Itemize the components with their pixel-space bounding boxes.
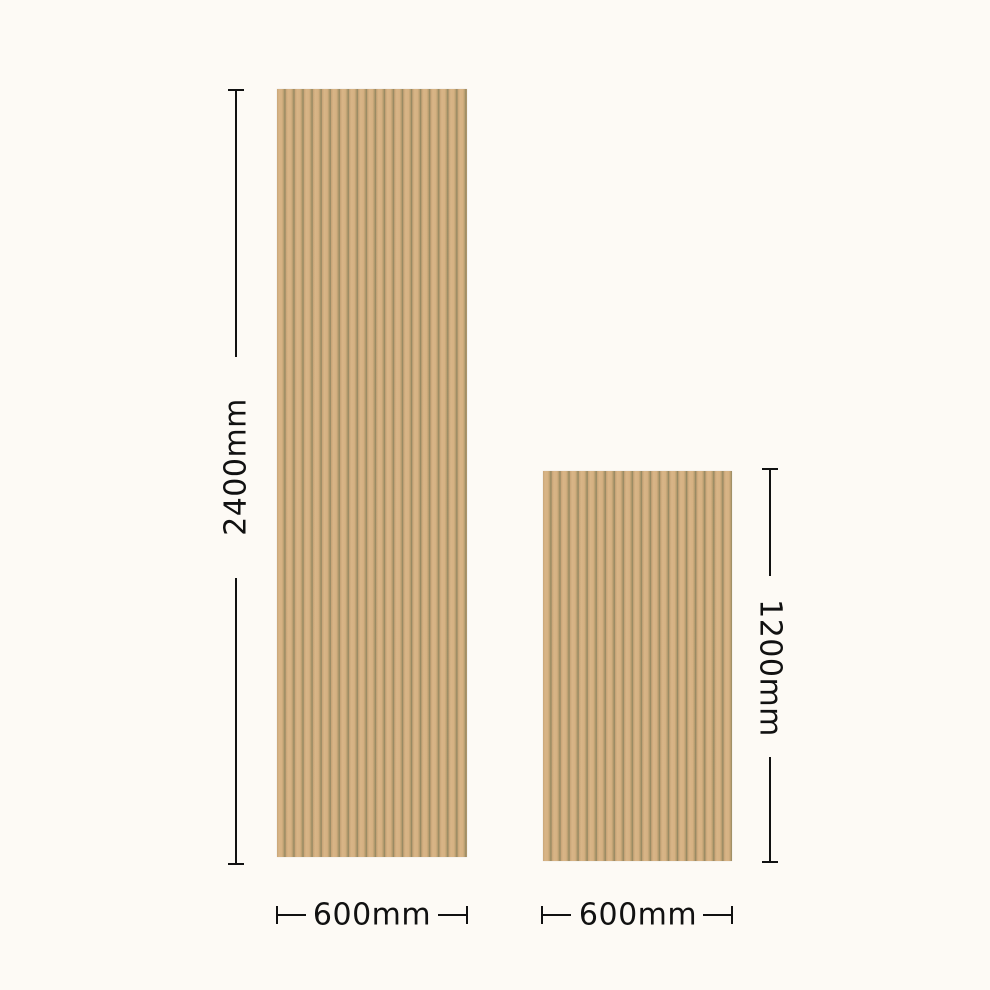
dimension-line <box>276 914 306 916</box>
tall-fluted-panel <box>277 89 467 857</box>
dimension-tick <box>228 863 244 865</box>
width-label: 600mm <box>312 897 432 933</box>
short-fluted-panel <box>543 471 732 861</box>
dimension-line <box>769 468 771 576</box>
width-label: 600mm <box>578 897 698 933</box>
dimension-tick <box>731 906 733 924</box>
dimension-line <box>703 914 732 916</box>
height-label: 1200mm <box>752 599 788 737</box>
dimension-line <box>541 914 571 916</box>
dimension-tick <box>762 861 778 863</box>
dimension-tick <box>466 906 468 924</box>
dimension-line <box>438 914 467 916</box>
dimension-line <box>769 757 771 862</box>
height-label: 2400mm <box>218 398 254 536</box>
dimension-line <box>235 578 237 864</box>
dimension-line <box>235 89 237 357</box>
